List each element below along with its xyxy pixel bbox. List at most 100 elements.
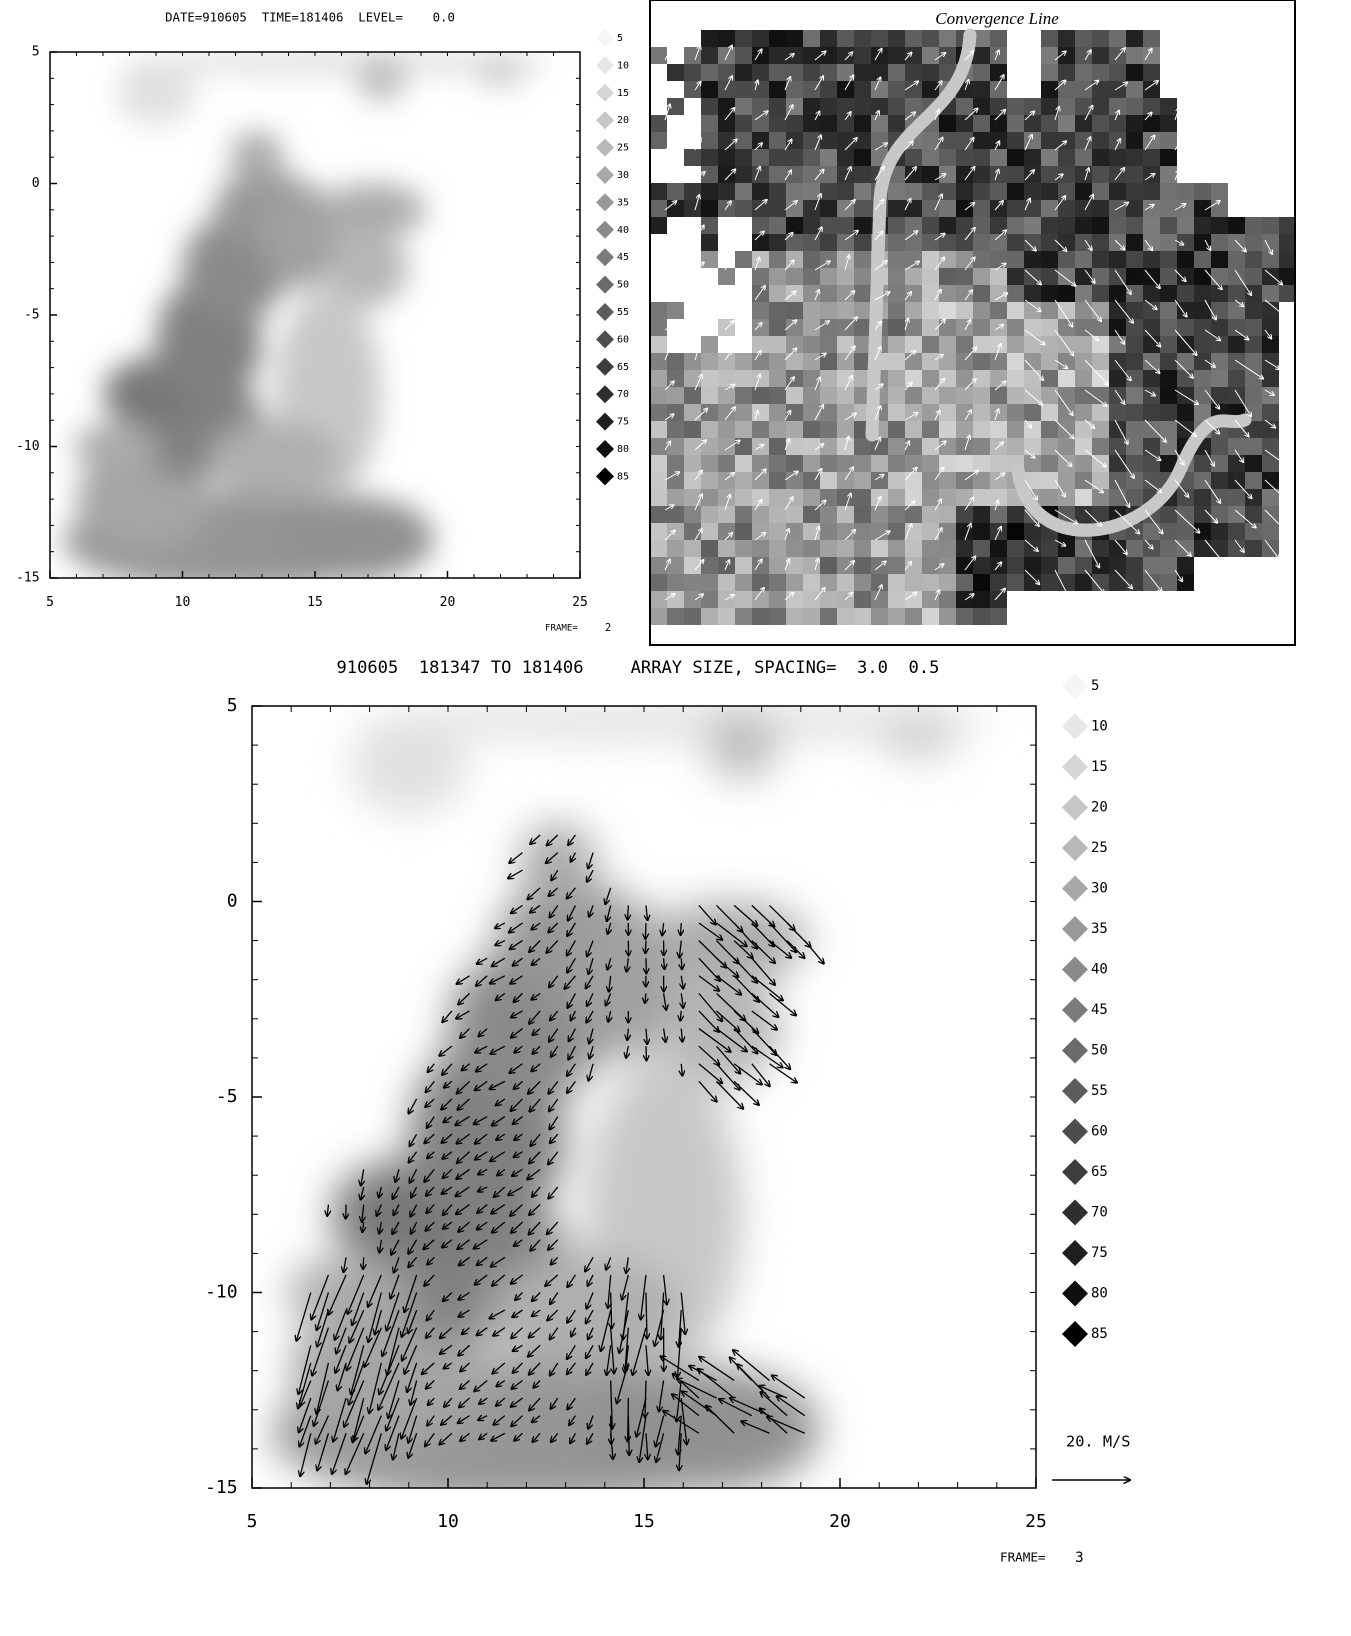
- legend-swatch: [1062, 876, 1088, 902]
- map-cell: [752, 489, 769, 506]
- map-cell: [650, 489, 667, 506]
- legend-swatch: [1062, 835, 1088, 861]
- map-cell: [922, 455, 939, 472]
- map-cell: [871, 47, 888, 64]
- map-cell: [837, 557, 854, 574]
- map-cell: [820, 540, 837, 557]
- map-cell: [752, 64, 769, 81]
- map-cell: [820, 608, 837, 625]
- map-cell: [1160, 251, 1177, 268]
- map-cell: [1109, 455, 1126, 472]
- map-cell: [1143, 115, 1160, 132]
- map-cell: [701, 506, 718, 523]
- map-cell: [820, 200, 837, 217]
- map-cell: [871, 557, 888, 574]
- y-tick-label: 0: [32, 176, 40, 191]
- map-cell: [1075, 217, 1092, 234]
- wind-arrow: [664, 958, 665, 969]
- map-cell: [871, 115, 888, 132]
- map-cell: [735, 540, 752, 557]
- map-cell: [1194, 523, 1211, 540]
- map-cell: [888, 421, 905, 438]
- map-cell: [956, 234, 973, 251]
- map-cell: [990, 149, 1007, 166]
- map-cell: [888, 30, 905, 47]
- map-cell: [1007, 200, 1024, 217]
- map-cell: [1143, 149, 1160, 166]
- echo-blob: [879, 706, 957, 761]
- wind-arrow: [681, 923, 682, 935]
- map-cell: [1279, 285, 1296, 302]
- wind-arrow: [734, 1081, 759, 1105]
- map-cell: [871, 591, 888, 608]
- map-cell: [769, 336, 786, 353]
- x-tick-label: 5: [46, 595, 54, 610]
- legend-label: 70: [1091, 1205, 1108, 1221]
- map-cell: [956, 285, 973, 302]
- map-cell: [939, 183, 956, 200]
- map-cell: [1262, 523, 1279, 540]
- map-cell: [905, 489, 922, 506]
- map-cell: [803, 98, 820, 115]
- map-cell: [1075, 251, 1092, 268]
- map-cell: [752, 540, 769, 557]
- map-cell: [735, 506, 752, 523]
- map-cell: [1245, 285, 1262, 302]
- map-cell: [820, 183, 837, 200]
- map-cell: [1126, 251, 1143, 268]
- map-cell: [973, 472, 990, 489]
- legend-swatch: [596, 111, 614, 129]
- map-annotation: Convergence Line: [935, 9, 1059, 28]
- map-cell: [1058, 387, 1075, 404]
- map-cell: [922, 166, 939, 183]
- y-tick-label: -10: [205, 1282, 238, 1303]
- map-cell: [973, 115, 990, 132]
- map-cell: [786, 149, 803, 166]
- echo-blob: [287, 1257, 412, 1327]
- map-cell: [735, 608, 752, 625]
- map-cell: [667, 506, 684, 523]
- x-tick-label: 10: [175, 595, 191, 610]
- map-cell: [1024, 540, 1041, 557]
- map-cell: [888, 370, 905, 387]
- map-cell: [956, 319, 973, 336]
- map-cell: [956, 472, 973, 489]
- map-cell: [803, 183, 820, 200]
- map-cell: [1177, 217, 1194, 234]
- map-cell: [888, 608, 905, 625]
- map-cell: [1177, 336, 1194, 353]
- map-cell: [1126, 132, 1143, 149]
- map-cell: [956, 302, 973, 319]
- map-cell: [990, 540, 1007, 557]
- map-cell: [1262, 268, 1279, 285]
- map-cell: [667, 523, 684, 540]
- map-cell: [1228, 489, 1245, 506]
- map-cell: [701, 166, 718, 183]
- map-cell: [1126, 387, 1143, 404]
- map-cell: [667, 421, 684, 438]
- map-cell: [701, 200, 718, 217]
- map-cell: [1109, 336, 1126, 353]
- map-cell: [939, 285, 956, 302]
- map-cell: [786, 217, 803, 234]
- map-cell: [650, 217, 667, 234]
- map-cell: [701, 30, 718, 47]
- map-cell: [1245, 438, 1262, 455]
- map-cell: [973, 319, 990, 336]
- map-cell: [1160, 438, 1177, 455]
- map-cell: [837, 149, 854, 166]
- map-cell: [1007, 217, 1024, 234]
- map-cell: [1126, 574, 1143, 591]
- map-cell: [803, 353, 820, 370]
- map-cell: [667, 183, 684, 200]
- map-cell: [888, 268, 905, 285]
- map-cell: [854, 302, 871, 319]
- legend-label: 75: [617, 417, 629, 428]
- legend-label: 35: [1091, 921, 1108, 937]
- map-cell: [905, 183, 922, 200]
- legend-swatch: [596, 440, 614, 458]
- map-cell: [1075, 81, 1092, 98]
- legend-label: 30: [1091, 881, 1108, 897]
- map-cell: [667, 489, 684, 506]
- map-cell: [1211, 523, 1228, 540]
